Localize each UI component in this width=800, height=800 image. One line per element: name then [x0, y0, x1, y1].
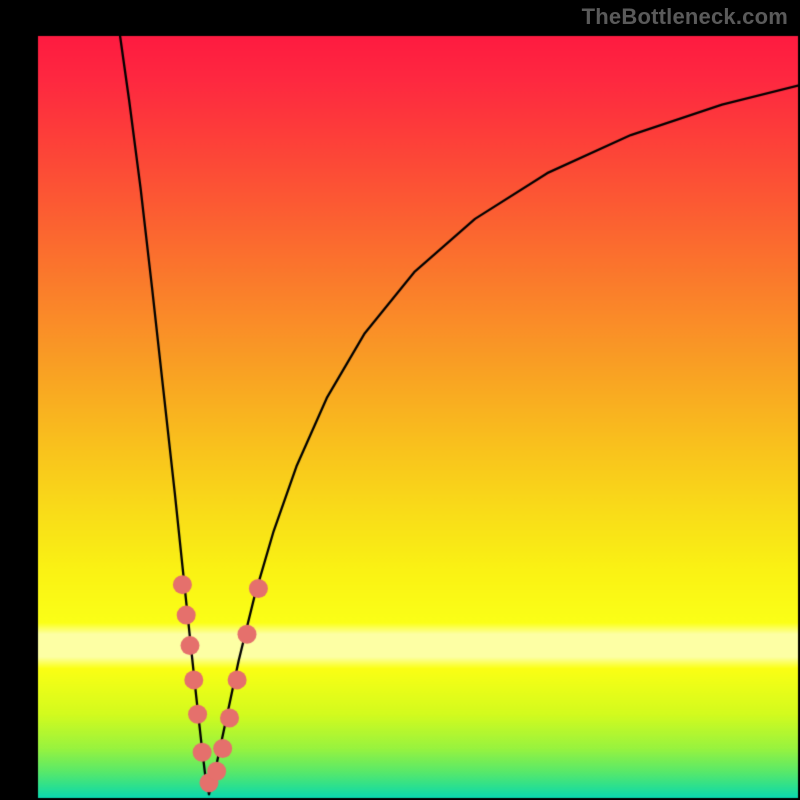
bottleneck-chart-canvas	[0, 0, 800, 800]
